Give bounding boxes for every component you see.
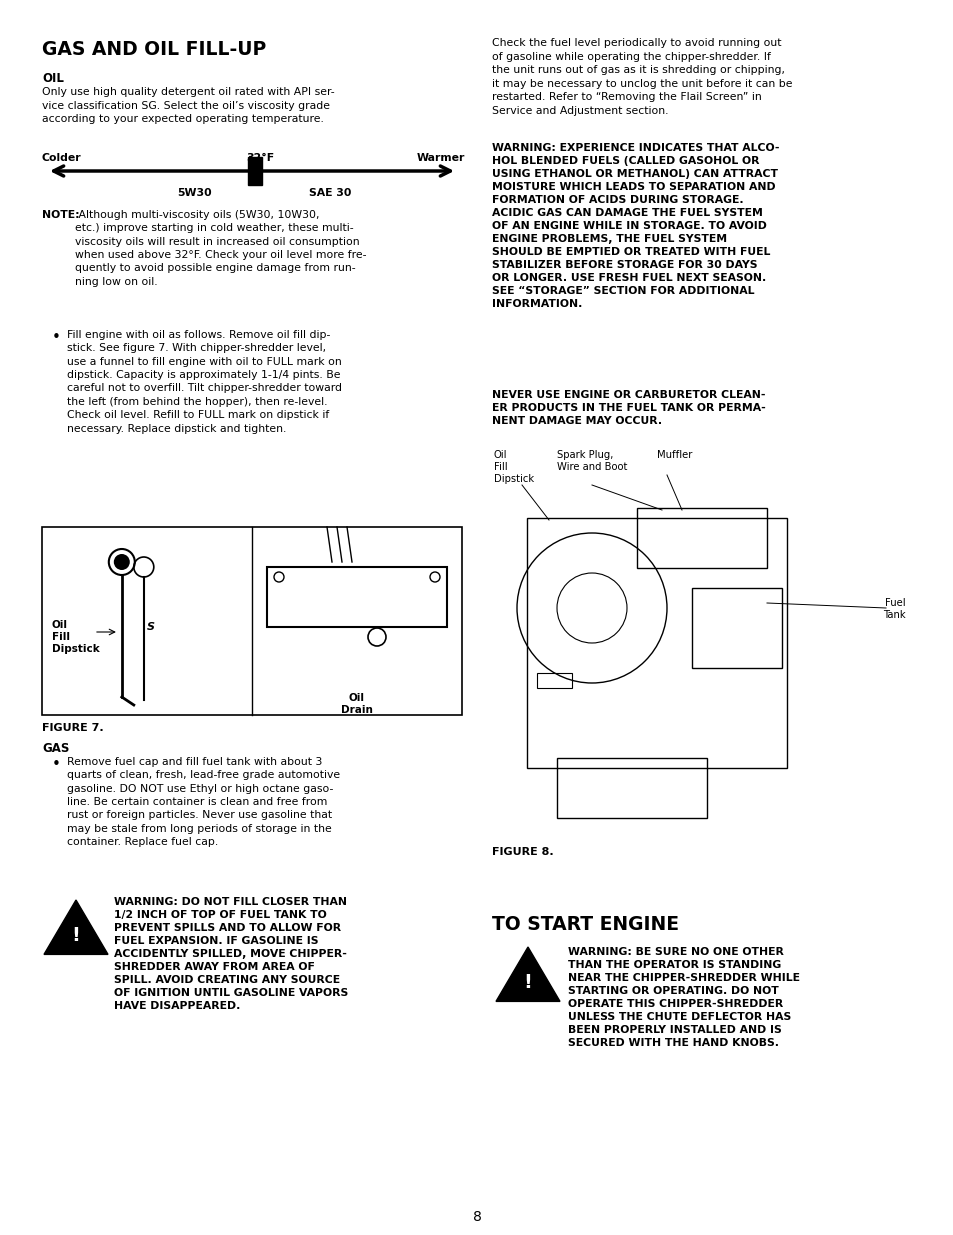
Polygon shape [496, 947, 559, 1002]
Text: Fill engine with oil as follows. Remove oil fill dip-
stick. See figure 7. With : Fill engine with oil as follows. Remove … [67, 330, 341, 433]
Bar [267, 567, 447, 627]
Text: 8: 8 [472, 1210, 481, 1224]
Text: OIL: OIL [42, 72, 64, 85]
Text: •: • [52, 757, 61, 772]
Text: 5W30: 5W30 [177, 188, 213, 198]
Bar [248, 157, 262, 185]
Text: •: • [52, 330, 61, 345]
Text: GAS: GAS [42, 742, 70, 755]
Text: WARNING: EXPERIENCE INDICATES THAT ALCO-
HOL BLENDED FUELS (CALLED GASOHOL OR
US: WARNING: EXPERIENCE INDICATES THAT ALCO-… [492, 143, 779, 310]
Text: Fuel
Tank: Fuel Tank [882, 598, 905, 620]
Text: WARNING: DO NOT FILL CLOSER THAN
1/2 INCH OF TOP OF FUEL TANK TO
PREVENT SPILLS : WARNING: DO NOT FILL CLOSER THAN 1/2 INC… [113, 897, 348, 1011]
Text: Check the fuel level periodically to avoid running out
of gasoline while operati: Check the fuel level periodically to avo… [492, 38, 792, 116]
Text: Muffler: Muffler [657, 450, 692, 459]
Text: Oil
Drain: Oil Drain [341, 693, 373, 715]
Bar [526, 517, 786, 768]
Circle shape [113, 555, 130, 571]
Text: Oil
Fill
Dipstick: Oil Fill Dipstick [494, 450, 534, 484]
Text: GAS AND OIL FILL-UP: GAS AND OIL FILL-UP [42, 40, 266, 59]
Polygon shape [44, 900, 108, 955]
Text: 32°F: 32°F [246, 153, 274, 163]
Text: FIGURE 7.: FIGURE 7. [42, 722, 104, 734]
Text: Colder: Colder [42, 153, 82, 163]
Text: !: ! [523, 973, 532, 992]
Text: Although multi-viscosity oils (5W30, 10W30,
etc.) improve starting in cold weath: Although multi-viscosity oils (5W30, 10W… [75, 210, 366, 287]
Bar [42, 527, 461, 715]
Text: Only use high quality detergent oil rated with API ser-
vice classification SG. : Only use high quality detergent oil rate… [42, 86, 335, 125]
Bar [557, 758, 706, 818]
Text: Warmer: Warmer [416, 153, 464, 163]
Text: !: ! [71, 926, 80, 945]
Text: WARNING: BE SURE NO ONE OTHER
THAN THE OPERATOR IS STANDING
NEAR THE CHIPPER-SHR: WARNING: BE SURE NO ONE OTHER THAN THE O… [567, 947, 800, 1049]
Text: TO START ENGINE: TO START ENGINE [492, 915, 679, 934]
Text: SAE 30: SAE 30 [309, 188, 351, 198]
Bar [637, 508, 766, 568]
Text: FIGURE 8.: FIGURE 8. [492, 847, 553, 857]
Bar [537, 673, 572, 688]
Text: S: S [147, 622, 154, 632]
Text: NEVER USE ENGINE OR CARBURETOR CLEAN-
ER PRODUCTS IN THE FUEL TANK OR PERMA-
NEN: NEVER USE ENGINE OR CARBURETOR CLEAN- ER… [492, 390, 765, 426]
Text: Oil
Fill
Dipstick: Oil Fill Dipstick [52, 620, 100, 655]
Bar [691, 588, 781, 668]
Text: NOTE:: NOTE: [42, 210, 79, 220]
Text: Remove fuel cap and fill fuel tank with about 3
quarts of clean, fresh, lead-fre: Remove fuel cap and fill fuel tank with … [67, 757, 340, 847]
Text: Spark Plug,
Wire and Boot: Spark Plug, Wire and Boot [557, 450, 627, 472]
